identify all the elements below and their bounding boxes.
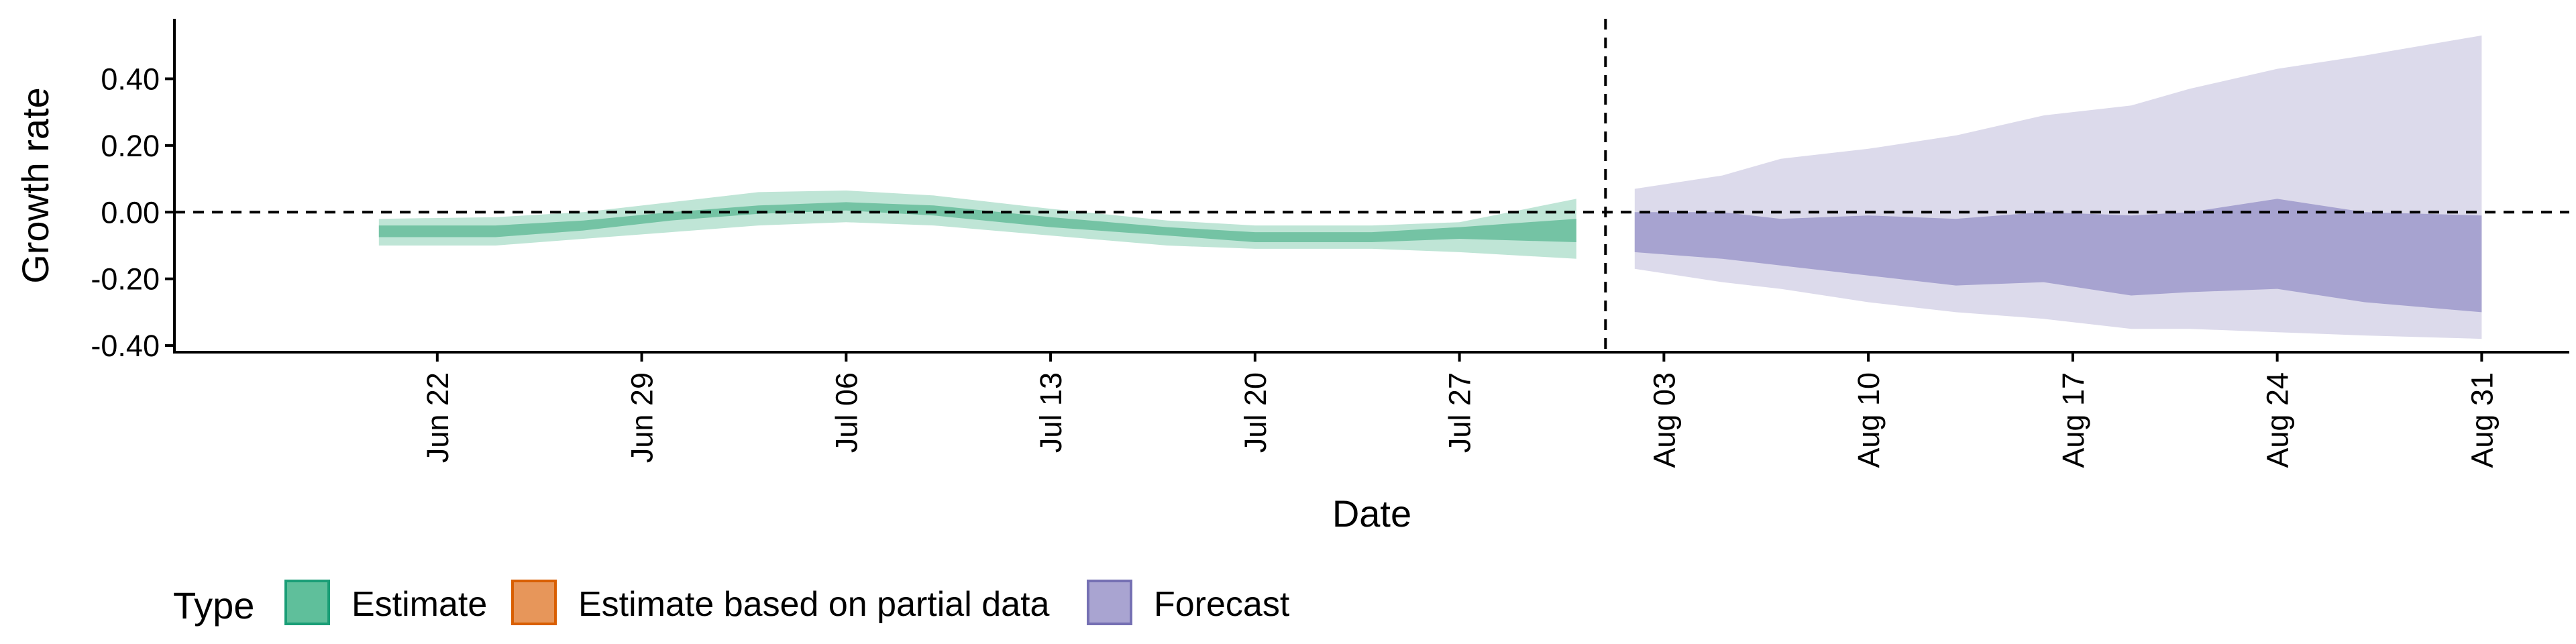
legend-swatch-estimate-based-on-partial-data [511, 580, 557, 625]
x-tick-label: Jul 06 [829, 372, 863, 453]
reference-lines-layer [174, 19, 2569, 352]
legend-swatch-estimate [284, 580, 330, 625]
legend-swatch-forecast [1087, 580, 1132, 625]
y-tick-label: -0.20 [91, 262, 160, 297]
forecast-inner-band [1634, 199, 2482, 313]
x-tick-label: Aug 24 [2261, 372, 2295, 468]
y-tick-label: 0.20 [101, 129, 160, 163]
bands-layer [378, 35, 2482, 339]
y-tick-label: 0.40 [101, 62, 160, 96]
x-tick-label: Jul 27 [1443, 372, 1477, 453]
y-tick-label: -0.40 [91, 329, 160, 363]
x-tick-label: Jun 29 [625, 372, 659, 463]
y-tick-label: 0.00 [101, 195, 160, 229]
x-axis-title: Date [1332, 492, 1411, 535]
x-tick-label: Aug 31 [2465, 372, 2499, 468]
x-tick-label: Jun 22 [421, 372, 455, 463]
legend-title: Type [173, 584, 254, 627]
x-tick-label: Jul 20 [1238, 372, 1273, 453]
y-axis-title: Growth rate [14, 87, 56, 284]
axes-layer: -0.40 -0.20 0.00 0.20 0.40 Jun 22 Jun 29 Jul 06… [14, 19, 2569, 535]
legend: Type Estimate Estimate based on partial da… [173, 580, 1290, 627]
legend-label-estimate: Estimate [352, 585, 487, 624]
x-tick-label: Aug 10 [1851, 372, 1886, 468]
x-tick-label: Jul 13 [1034, 372, 1068, 453]
estimate-inner-band [378, 202, 1576, 242]
legend-label-forecast: Forecast [1154, 585, 1290, 624]
x-tick-label: Aug 17 [2056, 372, 2090, 468]
legend-label-estimate-based-on-partial-data: Estimate based on partial data [578, 585, 1050, 624]
x-tick-label: Aug 03 [1647, 372, 1681, 468]
